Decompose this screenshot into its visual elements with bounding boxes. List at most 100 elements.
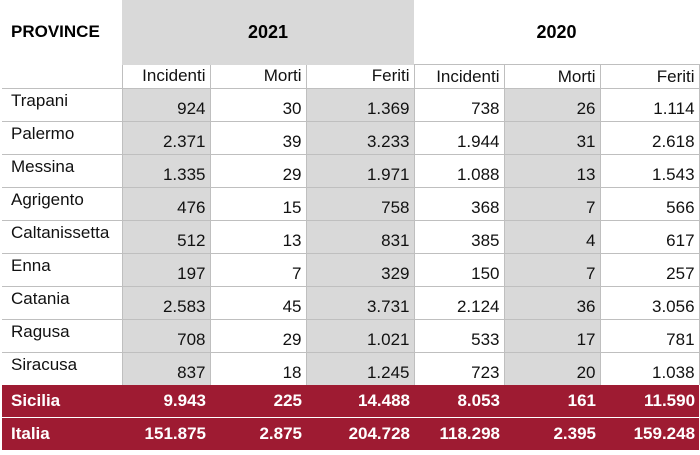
cell-i21: 2.371	[122, 121, 211, 155]
cell-f21: 1.971	[306, 154, 415, 188]
province-name: Caltanissetta	[2, 220, 123, 254]
province-name: Trapani	[2, 88, 123, 122]
province-name: Agrigento	[2, 187, 123, 221]
province-name: Palermo	[2, 121, 123, 155]
province-header: PROVINCE	[11, 22, 100, 42]
cell-i21: 197	[122, 253, 211, 287]
cell-f20: 1.114	[600, 88, 700, 122]
table-row: Agrigento 476 15 758 368 7 566	[2, 187, 700, 221]
table-row: Enna 197 7 329 150 7 257	[2, 253, 700, 287]
cell-i20: 738	[414, 88, 505, 122]
total-cell-m21: 225	[210, 385, 306, 418]
cell-f20: 617	[600, 220, 700, 254]
cell-f21: 758	[306, 187, 415, 221]
total-cell-i21: 9.943	[122, 385, 210, 418]
cell-m21: 29	[210, 154, 307, 188]
total-row: Italia 151.875 2.875 204.728 118.298 2.395 159…	[2, 417, 700, 450]
total-cell-f21: 204.728	[306, 417, 415, 450]
col-morti-2021: Morti	[210, 64, 307, 89]
cell-m20: 26	[504, 88, 601, 122]
table-row: Siracusa 837 18 1.245 723 20 1.038	[2, 352, 700, 385]
year-2021-header: 2021	[122, 0, 415, 65]
table-row: Ragusa 708 29 1.021 533 17 781	[2, 319, 700, 353]
cell-m21: 15	[210, 187, 307, 221]
cell-i21: 476	[122, 187, 211, 221]
total-cell-f20: 159.248	[600, 417, 700, 450]
province-name: Catania	[2, 286, 123, 320]
total-name: Sicilia	[2, 385, 122, 418]
province-name: Messina	[2, 154, 123, 188]
cell-m21: 45	[210, 286, 307, 320]
cell-m20: 7	[504, 253, 601, 287]
cell-f21: 1.245	[306, 352, 415, 385]
province-rows: Trapani 924 30 1.369 738 26 1.114 Palermo 2.371 3…	[2, 88, 700, 385]
cell-i21: 512	[122, 220, 211, 254]
cell-m20: 20	[504, 352, 601, 385]
cell-f20: 3.056	[600, 286, 700, 320]
total-cell-m21: 2.875	[210, 417, 306, 450]
cell-m21: 39	[210, 121, 307, 155]
cell-m21: 13	[210, 220, 307, 254]
total-cell-i21: 151.875	[122, 417, 210, 450]
col-morti-2020: Morti	[504, 64, 601, 89]
cell-f20: 1.038	[600, 352, 700, 385]
cell-f21: 831	[306, 220, 415, 254]
cell-f20: 2.618	[600, 121, 700, 155]
year-header-row: PROVINCE 2021 2020	[2, 0, 700, 65]
total-rows: Sicilia 9.943 225 14.488 8.053 161 11.590 Itali…	[2, 385, 700, 450]
year-2020-header: 2020	[414, 0, 700, 65]
col-incidenti-2021: Incidenti	[122, 64, 211, 89]
cell-m21: 29	[210, 319, 307, 353]
cell-f20: 781	[600, 319, 700, 353]
cell-f21: 1.369	[306, 88, 415, 122]
cell-m21: 30	[210, 88, 307, 122]
cell-i20: 150	[414, 253, 505, 287]
cell-i21: 837	[122, 352, 211, 385]
total-row: Sicilia 9.943 225 14.488 8.053 161 11.590	[2, 385, 700, 418]
cell-i20: 1.944	[414, 121, 505, 155]
total-cell-m20: 161	[504, 385, 601, 418]
cell-i20: 533	[414, 319, 505, 353]
cell-f20: 1.543	[600, 154, 700, 188]
table-row: Catania 2.583 45 3.731 2.124 36 3.056	[2, 286, 700, 320]
table-row: Caltanissetta 512 13 831 385 4 617	[2, 220, 700, 254]
total-cell-f20: 11.590	[600, 385, 700, 418]
cell-m20: 13	[504, 154, 601, 188]
cell-f21: 1.021	[306, 319, 415, 353]
cell-f21: 329	[306, 253, 415, 287]
province-name: Ragusa	[2, 319, 123, 353]
cell-m20: 7	[504, 187, 601, 221]
cell-m20: 17	[504, 319, 601, 353]
total-cell-i20: 8.053	[414, 385, 505, 418]
cell-i20: 385	[414, 220, 505, 254]
cell-f20: 566	[600, 187, 700, 221]
empty-header-cell	[2, 64, 123, 89]
cell-i21: 708	[122, 319, 211, 353]
cell-i20: 368	[414, 187, 505, 221]
column-header-row: Incidenti Morti Feriti Incidenti Morti F…	[2, 64, 700, 89]
col-feriti-2021: Feriti	[306, 64, 415, 89]
cell-i20: 723	[414, 352, 505, 385]
cell-m20: 36	[504, 286, 601, 320]
cell-m20: 4	[504, 220, 601, 254]
col-feriti-2020: Feriti	[600, 64, 700, 89]
total-cell-f21: 14.488	[306, 385, 415, 418]
total-name: Italia	[2, 417, 122, 450]
cell-m21: 7	[210, 253, 307, 287]
table-row: Palermo 2.371 39 3.233 1.944 31 2.618	[2, 121, 700, 155]
cell-m20: 31	[504, 121, 601, 155]
province-name: Enna	[2, 253, 123, 287]
cell-i21: 2.583	[122, 286, 211, 320]
province-name: Siracusa	[2, 352, 123, 385]
cell-f20: 257	[600, 253, 700, 287]
cell-m21: 18	[210, 352, 307, 385]
total-cell-m20: 2.395	[504, 417, 601, 450]
table-row: Messina 1.335 29 1.971 1.088 13 1.543	[2, 154, 700, 188]
cell-f21: 3.233	[306, 121, 415, 155]
table-row: Trapani 924 30 1.369 738 26 1.114	[2, 88, 700, 122]
cell-f21: 3.731	[306, 286, 415, 320]
total-cell-i20: 118.298	[414, 417, 505, 450]
cell-i20: 2.124	[414, 286, 505, 320]
cell-i21: 924	[122, 88, 211, 122]
